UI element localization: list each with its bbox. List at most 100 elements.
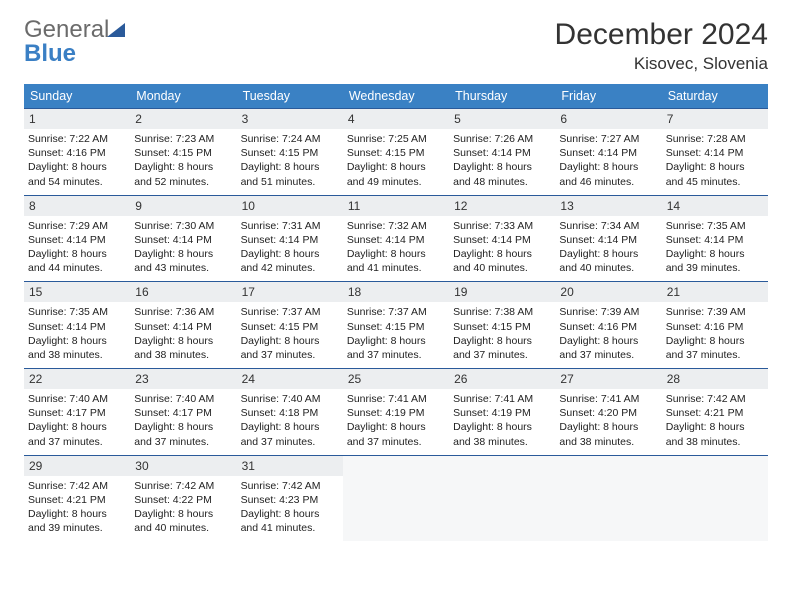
calendar-day-cell: 19Sunrise: 7:38 AMSunset: 4:15 PMDayligh… [449,282,555,369]
calendar-day-cell: 7 Sunrise: 7:28 AMSunset: 4:14 PMDaylight… [662,109,768,196]
calendar-day-cell: 3 Sunrise: 7:24 AMSunset: 4:15 PMDaylight… [237,109,343,196]
day-number: 17 [237,282,343,302]
calendar-day-cell: 12 Sunrise: 7:33 AMSunset: 4:14 PMDayligh… [449,195,555,282]
day-number: 29 [24,456,130,476]
calendar-day-cell: 2 Sunrise: 7:23 AMSunset: 4:15 PMDaylight… [130,109,236,196]
calendar-day-cell: 18 Sunrise: 7:37 AMSunset: 4:15 PMDayligh… [343,282,449,369]
day-number: 31 [237,456,343,476]
weekday-header: Friday [555,84,661,109]
weekday-header-row: SundayMondayTuesdayWednesdayThursdayFrid… [24,84,768,109]
day-detail: Sunrise: 7:39 AMSunset: 4:16 PMDaylight:… [559,305,657,362]
calendar-week-row: 8Sunrise: 7:29 AMSunset: 4:14 PMDaylight… [24,195,768,282]
day-detail: Sunrise: 7:40 AMSunset: 4:17 PMDaylight:… [134,392,232,449]
month-title: December 2024 [555,18,768,52]
day-number: 20 [555,282,661,302]
calendar-day-cell: 17Sunrise: 7:37 AMSunset: 4:15 PMDayligh… [237,282,343,369]
calendar-day-cell: 31 Sunrise: 7:42 AMSunset: 4:23 PMDayligh… [237,455,343,541]
calendar-empty-cell [662,455,768,541]
calendar-day-cell: 15 Sunrise: 7:35 AMSunset: 4:14 PMDayligh… [24,282,130,369]
day-detail: Sunrise: 7:42 AMSunset: 4:23 PMDaylight:… [241,479,339,536]
day-number: 7 [662,109,768,129]
calendar-thead: SundayMondayTuesdayWednesdayThursdayFrid… [24,84,768,109]
day-number: 13 [555,196,661,216]
day-detail: Sunrise: 7:41 AMSunset: 4:19 PMDaylight:… [347,392,445,449]
day-number: 15 [24,282,130,302]
calendar-day-cell: 4 Sunrise: 7:25 AMSunset: 4:15 PMDaylight… [343,109,449,196]
calendar-day-cell: 21Sunrise: 7:39 AMSunset: 4:16 PMDayligh… [662,282,768,369]
day-detail: Sunrise: 7:26 AMSunset: 4:14 PMDaylight:… [453,132,551,189]
weekday-header: Sunday [24,84,130,109]
day-detail: Sunrise: 7:41 AMSunset: 4:19 PMDaylight:… [453,392,551,449]
calendar-day-cell: 27Sunrise: 7:41 AMSunset: 4:20 PMDayligh… [555,369,661,456]
day-detail: Sunrise: 7:35 AMSunset: 4:14 PMDaylight:… [666,219,764,276]
calendar-day-cell: 16 Sunrise: 7:36 AMSunset: 4:14 PMDayligh… [130,282,236,369]
calendar-day-cell: 10Sunrise: 7:31 AMSunset: 4:14 PMDayligh… [237,195,343,282]
day-detail: Sunrise: 7:38 AMSunset: 4:15 PMDaylight:… [453,305,551,362]
day-detail: Sunrise: 7:28 AMSunset: 4:14 PMDaylight:… [666,132,764,189]
brand-logo: General Blue [24,18,125,66]
day-number: 24 [237,369,343,389]
day-detail: Sunrise: 7:25 AMSunset: 4:15 PMDaylight:… [347,132,445,189]
day-detail: Sunrise: 7:40 AMSunset: 4:18 PMDaylight:… [241,392,339,449]
day-detail: Sunrise: 7:24 AMSunset: 4:15 PMDaylight:… [241,132,339,189]
calendar-week-row: 29 Sunrise: 7:42 AMSunset: 4:21 PMDayligh… [24,455,768,541]
calendar-day-cell: 8Sunrise: 7:29 AMSunset: 4:14 PMDaylight… [24,195,130,282]
calendar-day-cell: 1 Sunrise: 7:22 AMSunset: 4:16 PMDaylight… [24,109,130,196]
calendar-day-cell: 5Sunrise: 7:26 AMSunset: 4:14 PMDaylight… [449,109,555,196]
day-detail: Sunrise: 7:33 AMSunset: 4:14 PMDaylight:… [453,219,551,276]
day-detail: Sunrise: 7:42 AMSunset: 4:21 PMDaylight:… [28,479,126,536]
day-number: 27 [555,369,661,389]
calendar-week-row: 15 Sunrise: 7:35 AMSunset: 4:14 PMDayligh… [24,282,768,369]
day-number: 14 [662,196,768,216]
day-number: 2 [130,109,236,129]
calendar-body: 1 Sunrise: 7:22 AMSunset: 4:16 PMDaylight… [24,109,768,542]
day-number: 4 [343,109,449,129]
day-detail: Sunrise: 7:31 AMSunset: 4:14 PMDaylight:… [241,219,339,276]
calendar-day-cell: 26 Sunrise: 7:41 AMSunset: 4:19 PMDayligh… [449,369,555,456]
logo-triangle-icon [107,23,125,37]
calendar-day-cell: 29 Sunrise: 7:42 AMSunset: 4:21 PMDayligh… [24,455,130,541]
day-number: 22 [24,369,130,389]
day-number: 18 [343,282,449,302]
calendar-day-cell: 24 Sunrise: 7:40 AMSunset: 4:18 PMDayligh… [237,369,343,456]
weekday-header: Monday [130,84,236,109]
calendar-day-cell: 14 Sunrise: 7:35 AMSunset: 4:14 PMDayligh… [662,195,768,282]
day-detail: Sunrise: 7:39 AMSunset: 4:16 PMDaylight:… [666,305,764,362]
day-number: 8 [24,196,130,216]
day-number: 9 [130,196,236,216]
day-number: 1 [24,109,130,129]
calendar-day-cell: 30 Sunrise: 7:42 AMSunset: 4:22 PMDayligh… [130,455,236,541]
day-detail: Sunrise: 7:40 AMSunset: 4:17 PMDaylight:… [28,392,126,449]
calendar-day-cell: 22 Sunrise: 7:40 AMSunset: 4:17 PMDayligh… [24,369,130,456]
day-detail: Sunrise: 7:27 AMSunset: 4:14 PMDaylight:… [559,132,657,189]
day-number: 3 [237,109,343,129]
day-detail: Sunrise: 7:36 AMSunset: 4:14 PMDaylight:… [134,305,232,362]
title-block: December 2024 Kisovec, Slovenia [555,18,768,74]
page-header: General Blue December 2024 Kisovec, Slov… [24,18,768,74]
calendar-day-cell: 20 Sunrise: 7:39 AMSunset: 4:16 PMDayligh… [555,282,661,369]
day-detail: Sunrise: 7:37 AMSunset: 4:15 PMDaylight:… [347,305,445,362]
weekday-header: Thursday [449,84,555,109]
day-number: 30 [130,456,236,476]
calendar-day-cell: 25Sunrise: 7:41 AMSunset: 4:19 PMDayligh… [343,369,449,456]
calendar-week-row: 1 Sunrise: 7:22 AMSunset: 4:16 PMDaylight… [24,109,768,196]
day-number: 26 [449,369,555,389]
day-number: 11 [343,196,449,216]
weekday-header: Wednesday [343,84,449,109]
day-detail: Sunrise: 7:23 AMSunset: 4:15 PMDaylight:… [134,132,232,189]
day-number: 12 [449,196,555,216]
day-detail: Sunrise: 7:35 AMSunset: 4:14 PMDaylight:… [28,305,126,362]
day-detail: Sunrise: 7:42 AMSunset: 4:21 PMDaylight:… [666,392,764,449]
calendar-table: SundayMondayTuesdayWednesdayThursdayFrid… [24,84,768,541]
calendar-day-cell: 13Sunrise: 7:34 AMSunset: 4:14 PMDayligh… [555,195,661,282]
day-number: 28 [662,369,768,389]
day-number: 16 [130,282,236,302]
weekday-header: Saturday [662,84,768,109]
calendar-empty-cell [343,455,449,541]
day-detail: Sunrise: 7:22 AMSunset: 4:16 PMDaylight:… [28,132,126,189]
location-label: Kisovec, Slovenia [555,54,768,74]
day-detail: Sunrise: 7:32 AMSunset: 4:14 PMDaylight:… [347,219,445,276]
day-number: 6 [555,109,661,129]
day-detail: Sunrise: 7:42 AMSunset: 4:22 PMDaylight:… [134,479,232,536]
calendar-week-row: 22Sunrise: 7:40 AMSunset: 4:17 PMDayligh… [24,369,768,456]
